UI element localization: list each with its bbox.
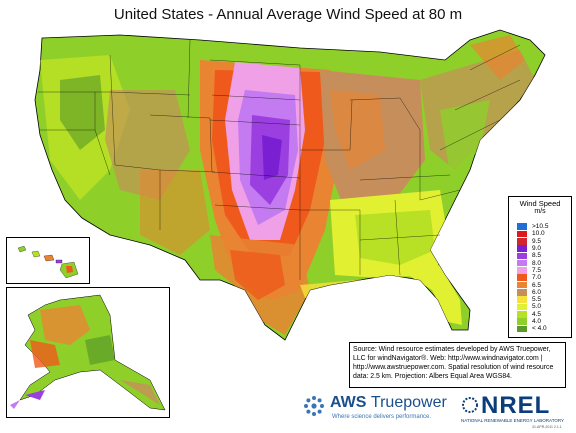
legend-row: 8.5 <box>517 252 548 259</box>
legend-label: 5.0 <box>532 303 542 311</box>
legend-swatch <box>517 259 527 267</box>
legend-label: 7.0 <box>532 274 542 282</box>
legend-row: 9.5 <box>517 238 548 245</box>
legend-label: 9.0 <box>532 245 542 253</box>
legend-unit: m/s <box>534 208 546 215</box>
aws-tagline: Where science delivers performance. <box>332 414 432 420</box>
legend-swatch <box>517 223 527 230</box>
legend-row: 9.0 <box>517 245 548 252</box>
map-title: United States - Annual Average Wind Spee… <box>113 6 463 23</box>
legend-label: 6.5 <box>532 281 542 289</box>
legend-row: < 4.0 <box>517 325 548 332</box>
legend-label: 6.0 <box>532 288 542 296</box>
legend-swatch <box>517 325 527 333</box>
hawaii-inset-frame <box>6 237 90 284</box>
aws-sunburst-icon <box>304 396 324 416</box>
legend-row: 5.5 <box>517 296 548 303</box>
nrel-subtitle: NATIONAL RENEWABLE ENERGY LABORATORY <box>461 418 565 423</box>
legend-row: 4.0 <box>517 318 548 325</box>
legend-row: 4.5 <box>517 311 548 318</box>
alaska-inset-frame <box>6 287 170 418</box>
legend-row: 7.0 <box>517 274 548 281</box>
legend-row: 10.0 <box>517 230 548 237</box>
legend-swatch <box>517 252 527 260</box>
legend-row: >10.5 <box>517 223 548 230</box>
alaska-landmass <box>10 294 166 411</box>
legend-title: Wind Speed <box>519 199 561 208</box>
legend: Wind Speed m/s >10.5 10.0 9.5 9.0 8.5 8.0 7.5 7… <box>508 196 572 338</box>
legend-label: 4.5 <box>532 310 542 318</box>
legend-row: 5.0 <box>517 303 548 310</box>
legend-row: 8.0 <box>517 259 548 267</box>
aws-name-a: AWS <box>330 394 367 411</box>
legend-row: 6.0 <box>517 289 548 296</box>
legend-swatch <box>517 267 527 274</box>
legend-label: 4.0 <box>532 318 542 325</box>
legend-swatch <box>517 303 527 311</box>
legend-swatch <box>517 318 527 325</box>
legend-swatch <box>517 281 527 289</box>
source-note: Source: Wind resource estimates develope… <box>349 342 566 388</box>
legend-swatch <box>517 274 527 282</box>
legend-swatch <box>517 310 527 318</box>
legend-swatch <box>517 237 527 245</box>
map-credit: 31-APR-2011 2.1.1 <box>532 425 562 429</box>
legend-label: 7.5 <box>532 266 542 274</box>
aws-name: AWS Truepower <box>330 394 447 412</box>
nrel-sun-icon <box>462 397 478 413</box>
legend-swatch <box>517 245 527 252</box>
legend-label: 10.0 <box>532 230 545 238</box>
legend-swatch <box>517 230 527 238</box>
legend-swatch <box>517 289 527 296</box>
legend-row: 7.5 <box>517 267 548 274</box>
legend-rows: >10.5 10.0 9.5 9.0 8.5 8.0 7.5 7.0 6.5 6.0 5.5 5.0 4… <box>517 223 548 332</box>
legend-swatch <box>517 296 527 303</box>
aws-truepower-logo: AWS Truepower Where science delivers per… <box>300 392 460 426</box>
legend-label: < 4.0 <box>532 325 547 333</box>
nrel-logo: NREL NATIONAL RENEWABLE ENERGY LABORATOR… <box>459 392 571 426</box>
aws-name-b: Truepower <box>370 394 447 411</box>
legend-label: >10.5 <box>532 223 549 231</box>
legend-label: 9.5 <box>532 237 542 245</box>
hawaii-islands <box>17 245 79 279</box>
legend-label: 8.5 <box>532 252 542 260</box>
legend-row: 6.5 <box>517 281 548 289</box>
legend-label: 8.0 <box>532 259 542 267</box>
legend-label: 5.5 <box>532 296 542 304</box>
nrel-name: NREL <box>481 392 551 419</box>
